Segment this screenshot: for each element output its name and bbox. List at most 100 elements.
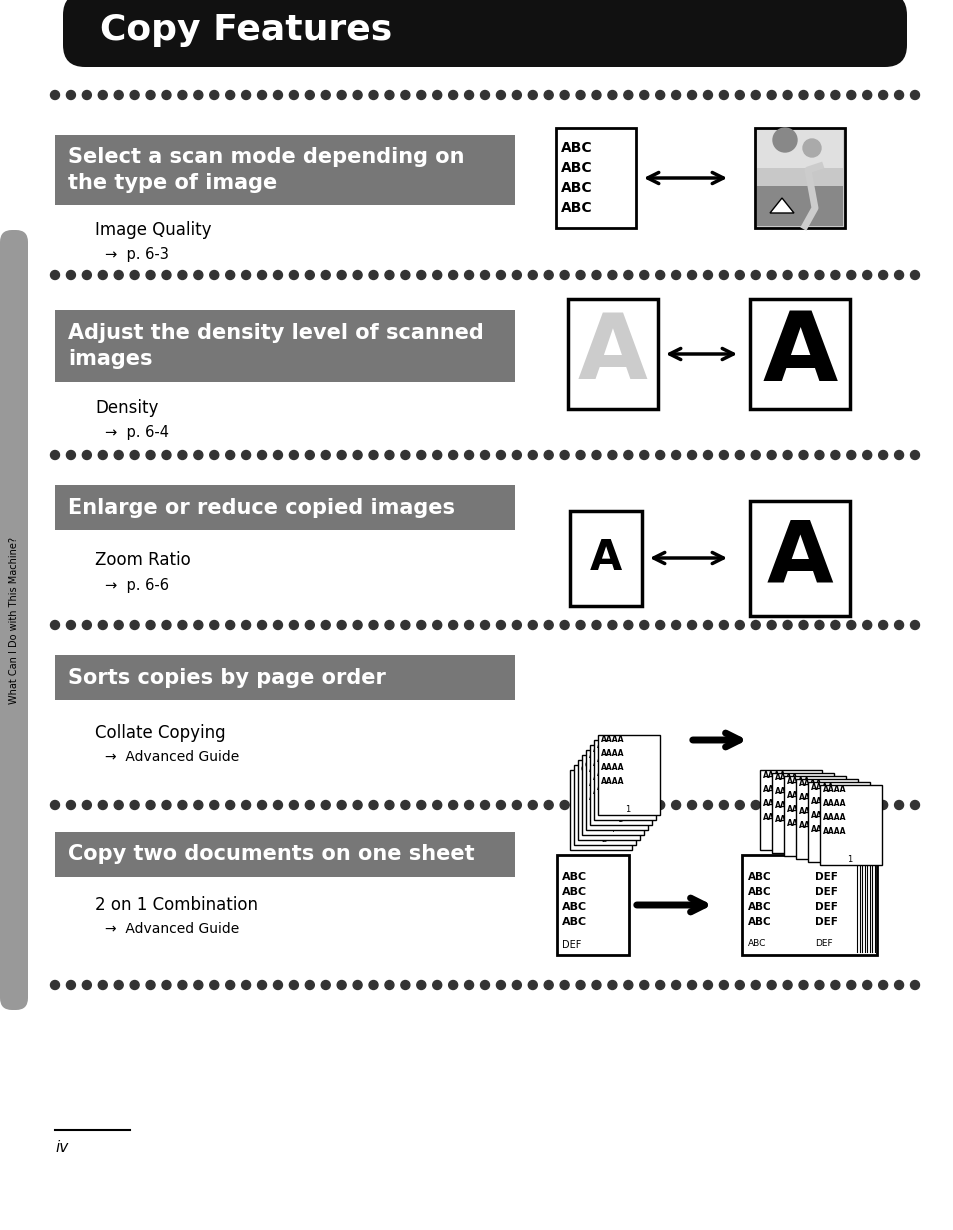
Circle shape	[464, 980, 473, 989]
Circle shape	[162, 271, 171, 279]
Circle shape	[719, 450, 728, 460]
Circle shape	[369, 801, 377, 809]
Circle shape	[177, 91, 187, 100]
Circle shape	[559, 450, 569, 460]
Circle shape	[274, 271, 282, 279]
Circle shape	[385, 620, 394, 630]
Circle shape	[909, 450, 919, 460]
Circle shape	[257, 980, 266, 989]
Circle shape	[67, 450, 75, 460]
Circle shape	[177, 450, 187, 460]
Circle shape	[671, 620, 679, 630]
Circle shape	[719, 620, 728, 630]
Circle shape	[576, 91, 584, 100]
Circle shape	[782, 801, 791, 809]
Circle shape	[385, 980, 394, 989]
Circle shape	[592, 620, 600, 630]
Circle shape	[543, 801, 553, 809]
Circle shape	[862, 801, 871, 809]
Text: ABC: ABC	[747, 872, 770, 882]
Text: 1: 1	[822, 849, 828, 857]
Circle shape	[416, 271, 425, 279]
FancyBboxPatch shape	[741, 855, 877, 954]
Circle shape	[607, 801, 617, 809]
Circle shape	[385, 91, 394, 100]
Circle shape	[51, 801, 59, 809]
Circle shape	[416, 620, 425, 630]
Circle shape	[193, 271, 203, 279]
Circle shape	[400, 450, 410, 460]
Circle shape	[305, 620, 314, 630]
Text: AAAA: AAAA	[588, 765, 612, 774]
Circle shape	[353, 980, 362, 989]
Circle shape	[162, 450, 171, 460]
Circle shape	[336, 450, 346, 460]
Circle shape	[894, 450, 902, 460]
Circle shape	[750, 271, 760, 279]
Circle shape	[543, 450, 553, 460]
Circle shape	[336, 980, 346, 989]
FancyBboxPatch shape	[783, 776, 845, 856]
Circle shape	[51, 450, 59, 460]
Circle shape	[878, 271, 886, 279]
Text: AAAA: AAAA	[593, 774, 616, 782]
Circle shape	[336, 620, 346, 630]
Circle shape	[98, 271, 107, 279]
Circle shape	[655, 620, 664, 630]
Circle shape	[274, 450, 282, 460]
Text: ABC: ABC	[561, 872, 586, 882]
Circle shape	[369, 450, 377, 460]
Circle shape	[846, 620, 855, 630]
Circle shape	[241, 450, 251, 460]
Circle shape	[433, 620, 441, 630]
Text: 4: 4	[609, 824, 614, 834]
Text: ABC: ABC	[561, 918, 586, 927]
Text: DEF: DEF	[561, 940, 580, 950]
Circle shape	[814, 271, 823, 279]
FancyBboxPatch shape	[569, 770, 631, 850]
Circle shape	[687, 980, 696, 989]
Circle shape	[82, 620, 91, 630]
FancyBboxPatch shape	[749, 501, 849, 615]
Circle shape	[576, 271, 584, 279]
Circle shape	[353, 801, 362, 809]
Text: AAAA: AAAA	[600, 764, 624, 772]
Circle shape	[193, 450, 203, 460]
Circle shape	[496, 271, 505, 279]
Text: Sorts copies by page order: Sorts copies by page order	[68, 668, 385, 688]
Circle shape	[67, 620, 75, 630]
Circle shape	[385, 271, 394, 279]
Text: AAAA: AAAA	[597, 769, 619, 777]
Text: AAAA: AAAA	[600, 736, 624, 744]
Circle shape	[130, 620, 139, 630]
Text: Select a scan mode depending on
the type of image: Select a scan mode depending on the type…	[68, 146, 464, 193]
Circle shape	[130, 271, 139, 279]
Circle shape	[480, 980, 489, 989]
FancyBboxPatch shape	[820, 785, 882, 865]
Circle shape	[799, 801, 807, 809]
Circle shape	[735, 91, 743, 100]
Circle shape	[289, 620, 298, 630]
Text: 2 on 1 Combination: 2 on 1 Combination	[95, 895, 257, 914]
Circle shape	[146, 620, 155, 630]
Circle shape	[766, 450, 776, 460]
Circle shape	[719, 980, 728, 989]
Circle shape	[512, 620, 520, 630]
Text: ABC: ABC	[560, 181, 592, 196]
Circle shape	[448, 91, 457, 100]
Text: 1: 1	[786, 840, 792, 849]
Circle shape	[814, 620, 823, 630]
Circle shape	[400, 801, 410, 809]
Circle shape	[623, 91, 632, 100]
Circle shape	[162, 980, 171, 989]
Circle shape	[51, 91, 59, 100]
Circle shape	[146, 91, 155, 100]
Text: BBBB: BBBB	[577, 770, 599, 780]
Circle shape	[130, 980, 139, 989]
Text: Density: Density	[95, 399, 158, 417]
Circle shape	[400, 271, 410, 279]
Circle shape	[241, 980, 251, 989]
Text: BBBB: BBBB	[573, 775, 596, 785]
Circle shape	[162, 801, 171, 809]
Circle shape	[67, 91, 75, 100]
